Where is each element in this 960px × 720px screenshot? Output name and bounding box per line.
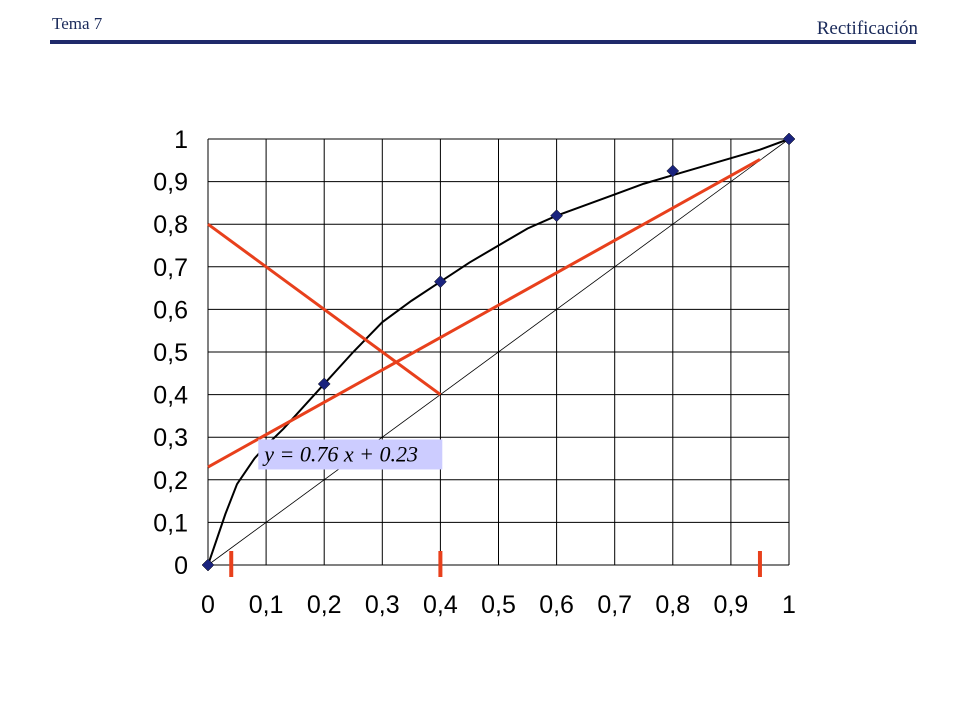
y-tick-label: 0,7	[153, 254, 188, 282]
equation-annotation: y = 0.76 x + 0.23	[258, 439, 443, 470]
grid-lines	[207, 138, 790, 566]
operating-lines-group	[207, 158, 761, 469]
y-tick-label: 1	[174, 126, 188, 154]
equation-label: y = 0.76 x + 0.23	[262, 441, 418, 466]
x-tick-label: 1	[782, 591, 796, 619]
header-right-title: Rectificación	[816, 18, 918, 39]
x-tick-label: 0,6	[539, 591, 574, 619]
y-tick-label: 0,3	[153, 424, 188, 452]
equilibrium-point	[201, 558, 215, 572]
x-tick-label: 0,1	[249, 591, 284, 619]
y-tick-label: 0,6	[153, 296, 188, 324]
equilibrium-point	[666, 164, 680, 178]
equilibrium-point	[782, 132, 796, 146]
x-tick-labels: 0 0,1 0,2 0,3 0,4 0,5 0,6 0,7 0,8 0,9 1	[201, 591, 796, 619]
x-tick-label: 0,9	[714, 591, 749, 619]
q-line	[207, 222, 442, 396]
y-tick-label: 0,9	[153, 169, 188, 197]
y-tick-label: 0,1	[153, 509, 188, 537]
x-tick-label: 0,7	[597, 591, 632, 619]
header-left-title: Tema 7	[52, 14, 103, 33]
y-tick-label: 0	[174, 552, 188, 580]
y-tick-label: 0,4	[153, 382, 188, 410]
equilibrium-point	[434, 275, 447, 289]
x-tick-label: 0	[201, 591, 215, 619]
composition-markers-group	[229, 551, 762, 577]
x-tick-label: 0,5	[481, 591, 516, 619]
y-tick-label: 0,8	[153, 211, 188, 239]
equation-box	[258, 439, 443, 470]
header-rule	[50, 40, 916, 44]
y-tick-label: 0,2	[153, 467, 188, 495]
x-tick-label: 0,4	[423, 591, 458, 619]
x-tick-label: 0,2	[307, 591, 342, 619]
equilibrium-point	[550, 209, 563, 223]
equilibrium-points-group	[201, 132, 796, 572]
y-tick-labels: 0 0,1 0,2 0,3 0,4 0,5 0,6 0,7 0,8 0,9 1	[153, 126, 188, 580]
y-tick-label: 0,5	[153, 339, 188, 367]
rectifying-operating-line	[207, 158, 761, 469]
diagonal-line	[207, 138, 790, 566]
x-tick-label: 0,3	[365, 591, 400, 619]
diagonal-line-group	[207, 138, 790, 566]
x-tick-label: 0,8	[655, 591, 690, 619]
equilibrium-point	[317, 377, 331, 391]
